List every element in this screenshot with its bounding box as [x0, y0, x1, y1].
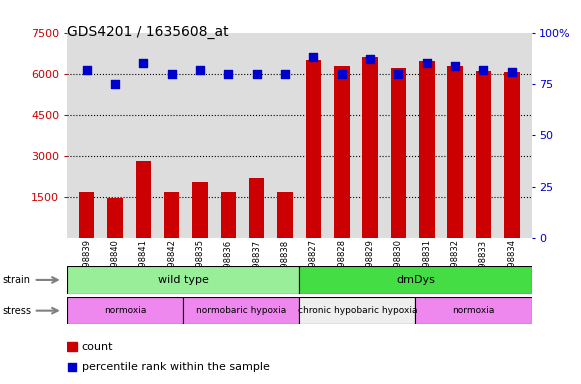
- Bar: [135, 161, 151, 238]
- Point: [394, 71, 403, 77]
- Point: [422, 60, 432, 66]
- Bar: [221, 192, 236, 238]
- Text: percentile rank within the sample: percentile rank within the sample: [82, 362, 270, 372]
- Bar: [363, 57, 378, 238]
- Text: wild type: wild type: [157, 275, 209, 285]
- Bar: [164, 192, 180, 238]
- Bar: [67, 297, 183, 324]
- Point: [365, 56, 375, 63]
- Point: [309, 54, 318, 60]
- Bar: [447, 66, 463, 238]
- Text: chronic hypobaric hypoxia: chronic hypobaric hypoxia: [297, 306, 417, 315]
- Point: [281, 71, 290, 77]
- Point: [252, 71, 261, 77]
- Text: dmDys: dmDys: [396, 275, 435, 285]
- Bar: [249, 178, 264, 238]
- Text: count: count: [82, 341, 113, 352]
- Bar: [299, 297, 415, 324]
- Point: [139, 60, 148, 66]
- Text: normobaric hypoxia: normobaric hypoxia: [196, 306, 286, 315]
- Point: [224, 71, 233, 77]
- Text: strain: strain: [3, 275, 31, 285]
- Point: [110, 81, 120, 87]
- Bar: [277, 192, 293, 238]
- Bar: [67, 266, 299, 294]
- Point: [479, 66, 488, 73]
- Bar: [183, 297, 299, 324]
- Bar: [504, 72, 519, 238]
- Point: [82, 66, 91, 73]
- Bar: [299, 266, 532, 294]
- Bar: [107, 197, 123, 238]
- Bar: [334, 66, 350, 238]
- Bar: [415, 297, 532, 324]
- Point: [195, 66, 205, 73]
- Bar: [390, 68, 406, 238]
- Bar: [476, 71, 491, 238]
- Point: [341, 267, 350, 273]
- Bar: [192, 182, 208, 238]
- Point: [167, 71, 176, 77]
- Bar: [67, 342, 77, 351]
- Text: normoxia: normoxia: [453, 306, 494, 315]
- Bar: [306, 60, 321, 238]
- Point: [507, 69, 517, 75]
- Point: [337, 71, 346, 77]
- Bar: [79, 192, 95, 238]
- Text: GDS4201 / 1635608_at: GDS4201 / 1635608_at: [67, 25, 228, 39]
- Text: normoxia: normoxia: [104, 306, 146, 315]
- Point: [450, 63, 460, 69]
- Bar: [419, 61, 435, 238]
- Text: stress: stress: [3, 306, 32, 316]
